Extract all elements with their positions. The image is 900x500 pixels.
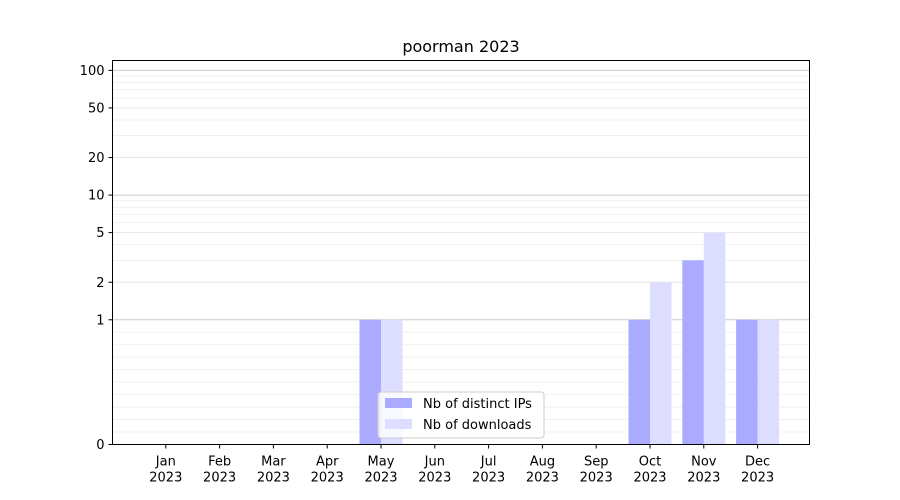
legend: Nb of distinct IPs Nb of downloads — [377, 391, 545, 439]
y-tick-label: 0 — [96, 438, 104, 453]
y-tick-label: 50 — [88, 101, 105, 116]
bar-distinct-ips — [736, 319, 758, 445]
bar-downloads — [650, 282, 672, 445]
chart-title: poorman 2023 — [402, 37, 519, 56]
x-tick-label-year: 2023 — [364, 471, 397, 486]
x-axis: Jan2023Feb2023Mar2023Apr2023May2023Jun20… — [149, 444, 774, 486]
bar-distinct-ips — [359, 319, 381, 445]
x-tick-label-month: Jul — [480, 455, 497, 470]
x-tick-label-year: 2023 — [741, 471, 774, 486]
x-tick-label-month: May — [368, 455, 395, 470]
x-tick-label-month: Jan — [155, 455, 176, 470]
bar-downloads — [703, 232, 726, 445]
x-tick-label-year: 2023 — [687, 471, 720, 486]
x-tick-label-year: 2023 — [472, 471, 505, 486]
x-tick-label-year: 2023 — [311, 471, 344, 486]
x-tick-label-month: Mar — [261, 455, 286, 470]
legend-swatch-distinct-ips — [385, 398, 412, 408]
x-tick-label-year: 2023 — [580, 471, 613, 486]
bar-distinct-ips — [682, 260, 704, 445]
y-tick-label: 100 — [80, 64, 105, 79]
x-tick-label-month: Feb — [208, 455, 231, 470]
x-tick-label-month: Jun — [424, 455, 445, 470]
x-tick-label-year: 2023 — [418, 471, 451, 486]
y-tick-label: 20 — [88, 151, 105, 166]
x-tick-label-month: Sep — [584, 455, 609, 470]
legend-label-distinct-ips: Nb of distinct IPs — [423, 397, 532, 412]
x-tick-label-year: 2023 — [203, 471, 236, 486]
x-tick-label-year: 2023 — [257, 471, 290, 486]
y-tick-label: 10 — [88, 189, 105, 204]
x-tick-label-year: 2023 — [149, 471, 182, 486]
x-tick-label-month: Aug — [530, 455, 555, 470]
x-tick-label-month: Dec — [745, 455, 770, 470]
x-tick-label-month: Oct — [639, 455, 661, 470]
y-tick-label: 5 — [96, 226, 104, 241]
y-tick-label: 1 — [96, 313, 104, 328]
y-axis: 0 1 2 5 10 20 50 100 — [80, 64, 113, 453]
x-tick-label-year: 2023 — [526, 471, 559, 486]
legend-swatch-downloads — [385, 419, 412, 429]
bar-distinct-ips — [628, 319, 650, 445]
bar-downloads — [757, 319, 780, 445]
bars — [359, 232, 780, 445]
legend-label-downloads: Nb of downloads — [423, 418, 532, 433]
y-tick-label: 2 — [96, 276, 104, 291]
legend-box — [377, 391, 545, 439]
x-tick-label-year: 2023 — [633, 471, 666, 486]
x-tick-label-month: Apr — [316, 455, 339, 470]
x-tick-label-month: Nov — [691, 455, 717, 470]
plot-frame — [112, 60, 810, 445]
